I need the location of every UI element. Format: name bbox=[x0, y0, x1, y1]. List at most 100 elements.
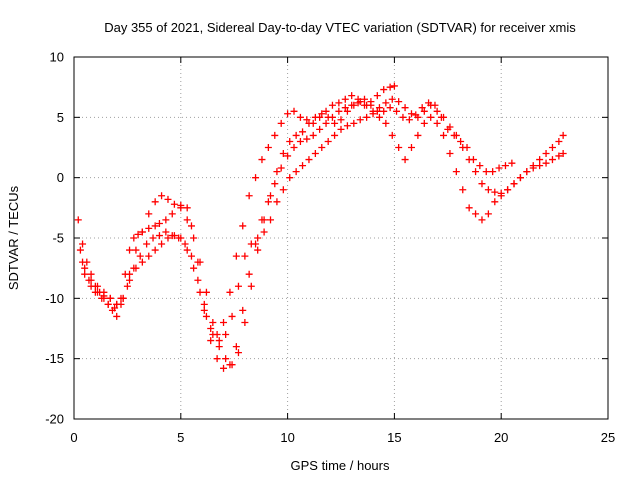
data-point bbox=[151, 198, 159, 206]
data-point bbox=[296, 113, 304, 121]
data-point bbox=[286, 137, 294, 145]
data-point bbox=[335, 99, 343, 107]
data-point bbox=[239, 222, 247, 230]
data-point bbox=[523, 168, 531, 176]
data-point bbox=[149, 234, 157, 242]
data-point bbox=[516, 174, 524, 182]
data-point bbox=[187, 252, 195, 260]
data-point bbox=[465, 156, 473, 164]
data-point bbox=[348, 92, 356, 100]
data-point bbox=[138, 258, 146, 266]
x-tick-label: 20 bbox=[494, 430, 508, 445]
data-point bbox=[303, 116, 311, 124]
data-point bbox=[510, 180, 518, 188]
data-point bbox=[418, 104, 426, 112]
data-point bbox=[158, 192, 166, 200]
data-point bbox=[542, 159, 550, 167]
data-point bbox=[343, 122, 351, 130]
data-point bbox=[482, 168, 490, 176]
y-tick-label: 10 bbox=[50, 50, 64, 65]
y-axis-label: SDTVAR / TECUs bbox=[6, 185, 21, 290]
data-point bbox=[328, 113, 336, 121]
data-point bbox=[555, 152, 563, 160]
data-point bbox=[497, 189, 505, 197]
data-point bbox=[162, 228, 170, 236]
data-point bbox=[395, 144, 403, 151]
data-point bbox=[194, 276, 202, 284]
data-point bbox=[132, 264, 140, 272]
data-point bbox=[386, 83, 394, 91]
data-point bbox=[258, 216, 266, 224]
data-point bbox=[369, 110, 377, 118]
data-point bbox=[177, 204, 185, 212]
data-point bbox=[145, 252, 153, 260]
data-point bbox=[271, 180, 279, 188]
x-axis-label: GPS time / hours bbox=[291, 458, 390, 473]
data-point bbox=[123, 282, 131, 290]
data-point bbox=[292, 131, 300, 139]
data-point bbox=[136, 252, 144, 260]
data-point bbox=[440, 131, 448, 139]
data-point bbox=[337, 125, 345, 133]
data-point bbox=[484, 186, 492, 194]
data-point bbox=[87, 282, 95, 290]
data-point bbox=[380, 86, 388, 94]
data-point bbox=[478, 180, 486, 188]
data-point bbox=[126, 270, 134, 278]
data-point bbox=[267, 192, 275, 200]
data-point bbox=[234, 349, 242, 357]
data-point bbox=[559, 131, 567, 139]
data-point bbox=[267, 216, 275, 224]
data-point bbox=[311, 150, 319, 158]
data-point bbox=[457, 137, 465, 145]
y-tick-label: -10 bbox=[45, 291, 64, 306]
data-point bbox=[414, 113, 422, 121]
data-point bbox=[318, 110, 326, 118]
data-point bbox=[299, 162, 307, 170]
data-point bbox=[348, 101, 356, 109]
data-point bbox=[331, 131, 339, 139]
data-point bbox=[548, 156, 556, 164]
data-point bbox=[207, 337, 215, 345]
data-point bbox=[155, 220, 163, 228]
data-point bbox=[247, 240, 255, 248]
data-point bbox=[273, 198, 281, 206]
data-point bbox=[74, 216, 82, 224]
data-point bbox=[341, 104, 349, 112]
data-point bbox=[427, 113, 435, 121]
data-point bbox=[181, 240, 189, 248]
data-point bbox=[215, 337, 223, 345]
data-point bbox=[420, 107, 428, 115]
x-tick-label: 25 bbox=[601, 430, 615, 445]
data-point bbox=[279, 186, 287, 194]
data-point bbox=[93, 288, 101, 296]
data-point bbox=[290, 144, 298, 151]
data-point bbox=[446, 150, 454, 158]
data-point bbox=[126, 276, 134, 284]
data-point bbox=[143, 240, 151, 248]
data-point bbox=[508, 159, 516, 167]
data-point bbox=[132, 246, 140, 254]
data-point bbox=[290, 107, 298, 115]
series-arc-4 bbox=[81, 95, 567, 345]
data-point bbox=[215, 343, 223, 351]
data-point bbox=[202, 312, 210, 320]
y-tick-label: -15 bbox=[45, 351, 64, 366]
data-point bbox=[459, 186, 467, 194]
data-point bbox=[277, 119, 285, 127]
data-point bbox=[232, 252, 240, 260]
data-point bbox=[504, 186, 512, 194]
data-point bbox=[309, 131, 317, 139]
data-point bbox=[354, 99, 362, 107]
data-point bbox=[478, 216, 486, 224]
data-point bbox=[393, 107, 401, 115]
data-point bbox=[465, 204, 473, 212]
data-point bbox=[158, 240, 166, 248]
data-point bbox=[495, 164, 503, 172]
data-point bbox=[277, 164, 285, 172]
data-point bbox=[104, 300, 112, 308]
chart-title: Day 355 of 2021, Sidereal Day-to-day VTE… bbox=[104, 20, 576, 35]
data-point bbox=[427, 101, 435, 109]
